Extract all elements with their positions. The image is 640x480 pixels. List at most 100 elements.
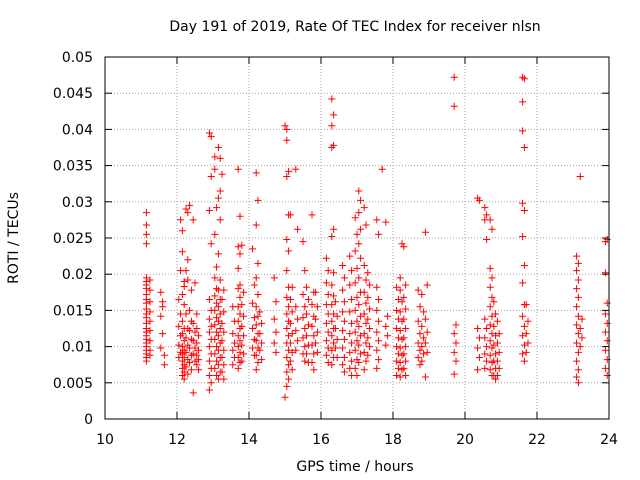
data-point: [193, 310, 201, 318]
data-point: [398, 366, 406, 374]
data-point: [362, 221, 370, 229]
data-point: [351, 247, 359, 255]
data-point: [492, 332, 500, 340]
data-point: [205, 129, 213, 137]
data-point: [184, 256, 192, 264]
x-tick-label: 24: [600, 432, 618, 448]
data-point: [310, 350, 318, 358]
data-point: [238, 341, 246, 349]
data-point: [281, 393, 289, 401]
data-point: [486, 216, 494, 224]
data-point: [304, 321, 312, 329]
data-point: [177, 216, 185, 224]
data-point: [603, 299, 611, 307]
data-point: [250, 281, 258, 289]
data-point: [184, 209, 192, 217]
y-tick-label: 0.01: [62, 340, 93, 356]
data-point: [299, 238, 307, 246]
data-point: [493, 357, 501, 365]
data-point: [396, 274, 404, 282]
data-point: [574, 293, 582, 301]
data-point: [414, 317, 422, 325]
data-point: [357, 312, 365, 320]
data-point: [252, 303, 260, 311]
data-point: [175, 341, 183, 349]
data-point: [240, 332, 248, 340]
data-point: [322, 254, 330, 262]
data-point: [182, 363, 190, 371]
data-point: [519, 199, 527, 207]
data-point: [495, 348, 503, 356]
data-point: [254, 312, 262, 320]
data-point: [576, 325, 584, 332]
data-point: [452, 321, 460, 329]
data-point: [355, 341, 363, 349]
data-point: [299, 314, 307, 322]
data-point: [353, 372, 361, 380]
data-point: [382, 218, 390, 226]
data-point: [216, 216, 224, 224]
data-point: [519, 73, 527, 81]
data-point: [490, 341, 498, 349]
data-point: [355, 209, 363, 217]
data-point: [601, 346, 609, 354]
data-point: [364, 351, 372, 359]
data-point: [294, 225, 302, 233]
data-point: [601, 269, 609, 277]
data-point: [313, 328, 321, 336]
data-point: [450, 330, 458, 338]
data-point: [299, 290, 307, 298]
data-point: [211, 165, 219, 173]
data-point: [288, 308, 296, 316]
y-axis-label: ROTI / TECUs: [6, 192, 22, 284]
data-point: [416, 346, 424, 354]
data-point: [402, 325, 410, 332]
data-point: [474, 344, 482, 352]
data-point: [250, 335, 258, 343]
data-point: [218, 319, 226, 327]
data-point: [339, 286, 347, 294]
y-tick-label: 0.045: [53, 86, 93, 102]
data-point: [250, 314, 258, 322]
data-point: [216, 276, 224, 284]
y-tick-label: 0.03: [62, 195, 93, 211]
data-point: [283, 368, 291, 376]
data-point: [357, 196, 365, 204]
data-point: [160, 351, 168, 359]
data-point: [218, 353, 226, 361]
data-point: [146, 317, 154, 325]
data-point: [486, 303, 494, 311]
data-point: [286, 211, 294, 219]
data-point: [346, 281, 354, 289]
data-point: [400, 334, 408, 342]
data-point: [249, 325, 257, 332]
data-point: [182, 348, 190, 356]
data-point: [360, 330, 368, 338]
data-point: [339, 361, 347, 369]
data-point: [214, 317, 222, 325]
data-point: [423, 348, 431, 356]
data-point: [252, 351, 260, 359]
data-point: [195, 366, 203, 374]
data-point: [189, 337, 197, 345]
y-tick-label: 0.005: [53, 376, 93, 392]
data-point: [216, 310, 224, 318]
data-point: [418, 290, 426, 298]
data-point: [220, 286, 228, 294]
data-point: [339, 262, 347, 270]
data-point: [384, 312, 392, 320]
data-point: [254, 196, 262, 204]
x-axis-label: GPS time / hours: [296, 459, 413, 475]
data-point: [142, 230, 150, 238]
data-point: [324, 328, 332, 336]
data-point: [238, 241, 246, 249]
data-point: [254, 259, 262, 267]
data-point: [488, 293, 496, 301]
data-point: [216, 187, 224, 195]
data-point: [234, 343, 242, 351]
data-point: [283, 325, 291, 332]
data-point: [142, 221, 150, 229]
data-point: [474, 366, 482, 374]
data-point: [213, 314, 221, 322]
